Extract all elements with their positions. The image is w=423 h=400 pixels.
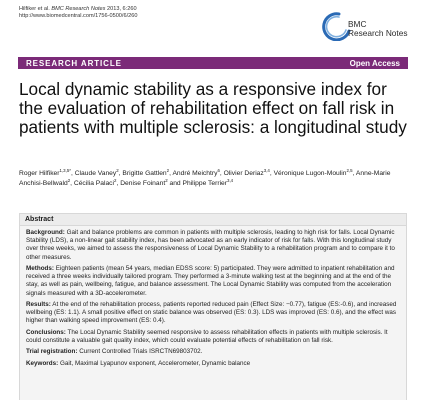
abstract-section-text: At the end of the rehabilitation process… <box>26 301 397 325</box>
abstract-section: Background: Gait and balance problems ar… <box>26 229 400 262</box>
abstract-section-label: Keywords: <box>26 359 59 367</box>
abstract-section: Results: At the end of the rehabilitatio… <box>26 301 400 326</box>
abstract-section-label: Results: <box>26 301 51 308</box>
abstract-section-label: Background: <box>26 229 65 236</box>
author-name[interactable]: Anne-Marie Anchisi-Bellwald <box>19 170 391 187</box>
open-access-label: Open Access <box>349 58 400 68</box>
abstract-section-label: Trial registration: <box>26 348 78 356</box>
abstract-section-label: Methods: <box>26 265 54 272</box>
abstract-section: Methods: Eighteen patients (mean 54 year… <box>26 265 400 298</box>
abstract-section-text: Gait and balance problems are common in … <box>26 229 395 261</box>
abstract-section: Trial registration: Current Controlled T… <box>26 348 400 356</box>
article-title: Local dynamic stability as a responsive … <box>19 79 407 138</box>
author-separator: , <box>169 170 173 177</box>
author-name[interactable]: Brigitte Gattlen <box>122 170 167 177</box>
article-type-label: RESEARCH ARTICLE <box>26 58 122 68</box>
citation-issue: 2013, 6:260 <box>107 6 137 12</box>
author-separator: , <box>116 179 121 187</box>
abstract-body: Background: Gait and balance problems ar… <box>20 226 406 368</box>
author-affiliation: 2 <box>116 168 119 173</box>
author-name[interactable]: André Meichtry <box>172 170 218 177</box>
author-name[interactable]: Roger Hilfiker <box>19 170 60 177</box>
citation-header: Hilfiker et al. BMC Research Notes 2013,… <box>19 6 137 20</box>
citation-url[interactable]: http://www.biomedcentral.com/1756-0500/6… <box>19 13 138 19</box>
journal-logo: BMC Research Notes <box>322 7 417 47</box>
citation-journal: BMC Research Notes <box>51 6 106 12</box>
author-list: Roger Hilfiker1,3,5*, Claude Vaney2, Bri… <box>19 168 415 188</box>
abstract-section: Conclusions: The Local Dynamic Stability… <box>26 329 400 345</box>
author-affiliation: 3,4 <box>263 168 270 173</box>
author-affiliation: 2 <box>114 177 117 183</box>
author-affiliation: 2 <box>67 177 71 183</box>
abstract-section-text: Gait, Maximal Lyapunov exponent, Acceler… <box>59 359 251 367</box>
author-name[interactable]: Philippe Terrier <box>182 179 227 187</box>
author-affiliation: 3,4 <box>227 177 234 183</box>
author-separator: , <box>71 170 75 177</box>
author-affiliation: 1,3,5* <box>59 168 71 173</box>
article-type-banner: RESEARCH ARTICLE Open Access <box>18 57 408 69</box>
abstract-box: Abstract Background: Gait and balance pr… <box>19 213 407 400</box>
citation-authors: Hilfiker et al. <box>19 6 50 12</box>
logo-line-2: Research Notes <box>348 28 408 39</box>
abstract-section-text: Current Controlled Trials ISRCTN69803702… <box>79 348 203 356</box>
author-separator: , <box>352 170 356 177</box>
author-separator: , <box>269 170 274 177</box>
author-name[interactable]: Véronique Lugon-Moulin <box>273 170 347 177</box>
author-affiliation: 6 <box>217 168 220 173</box>
abstract-section: Keywords: Gait, Maximal Lyapunov exponen… <box>26 360 400 368</box>
author-name[interactable]: Cécilia Palaci <box>73 179 115 187</box>
author-separator: , <box>118 170 123 177</box>
bmc-arc-icon <box>322 12 351 41</box>
abstract-heading: Abstract <box>20 214 406 226</box>
author-separator: , <box>219 170 224 177</box>
abstract-section-text: The Local Dynamic Stability seemed respo… <box>26 328 388 344</box>
author-name[interactable]: Claude Vaney <box>74 170 117 177</box>
author-affiliation: 2 <box>166 168 170 173</box>
abstract-section-text: Eighteen patients (mean 54 years, median… <box>26 265 395 297</box>
author-separator: , <box>70 179 74 187</box>
logo-text: BMC Research Notes <box>348 19 408 39</box>
author-name[interactable]: Olivier Deriaz <box>223 170 264 177</box>
citation-line: Hilfiker et al. BMC Research Notes 2013,… <box>19 6 137 13</box>
abstract-section-label: Conclusions: <box>26 328 66 336</box>
author-affiliation: 2,5 <box>346 168 353 173</box>
logo-line-1: BMC <box>348 19 367 29</box>
author-name[interactable]: Denise Foinant <box>120 179 166 187</box>
author-separator: and <box>167 179 183 187</box>
author-affiliation: 2 <box>165 177 168 183</box>
